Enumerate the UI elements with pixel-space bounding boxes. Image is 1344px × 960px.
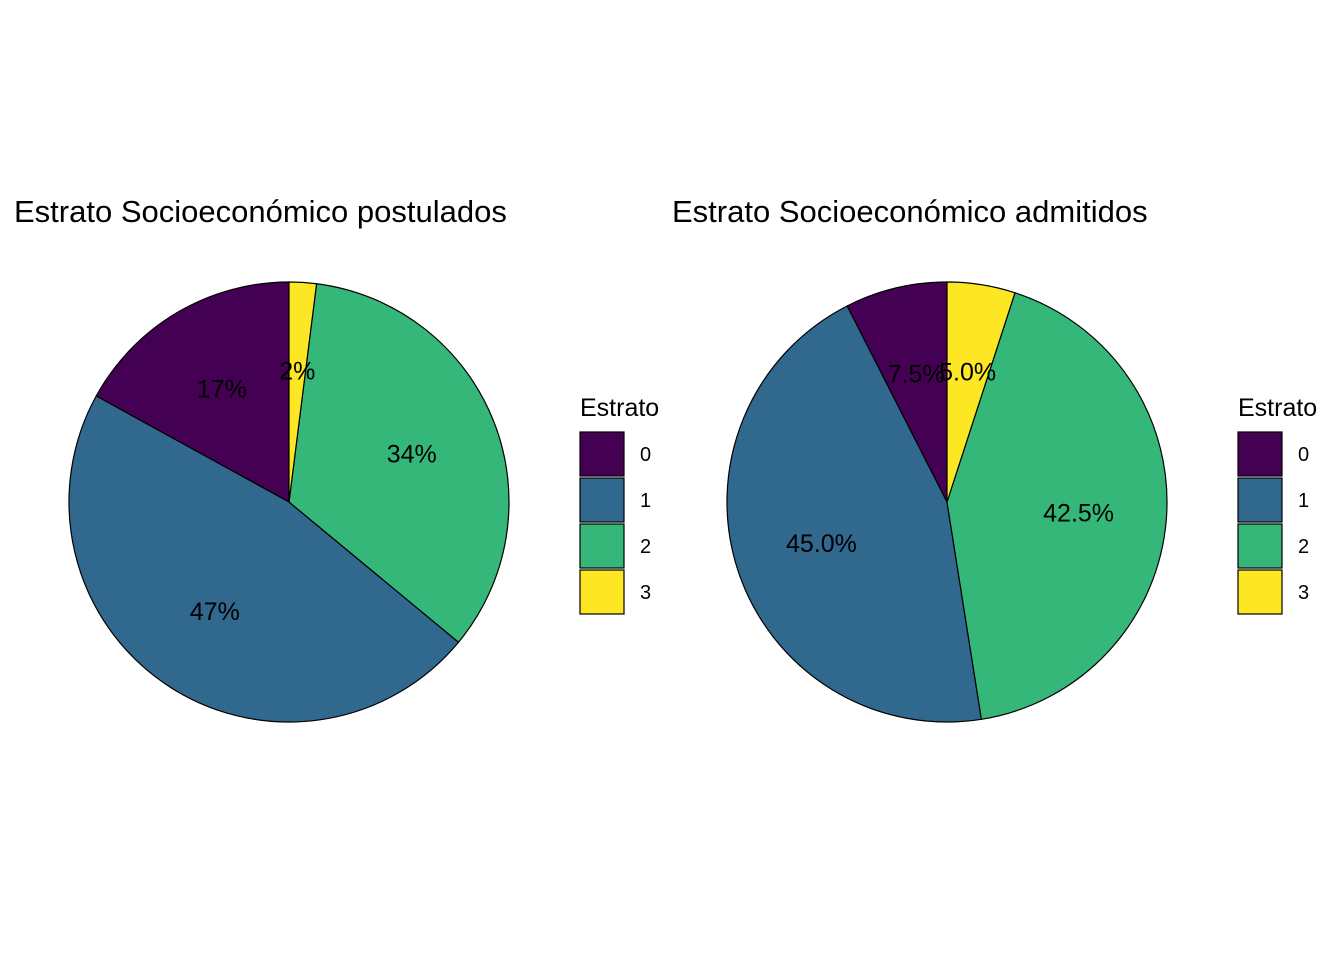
legend-label-estrato-2: 2 [1298, 536, 1309, 558]
pie-admitidos: 7.5% 45.0% 42.5% 5.0% [726, 281, 1168, 723]
pie-slice-estrato-3 [946, 281, 1016, 503]
legend-key-estrato-3 [1237, 569, 1283, 615]
legend-key-estrato-2 [579, 523, 625, 569]
slice-label-estrato-3: 5.0% [939, 359, 996, 387]
slice-label-estrato-2: 34% [387, 440, 437, 468]
slice-label-estrato-2: 42.5% [1043, 499, 1114, 527]
chart-admitidos: Estrato Socioeconómico admitidos 7.5% 45.… [672, 194, 1317, 723]
legend-admitidos: Estrato 0 1 2 3 [1237, 394, 1317, 615]
chart-title-postulados: Estrato Socioeconómico postulados [14, 194, 507, 229]
legend-key-estrato-3 [579, 569, 625, 615]
pie-slice-estrato-2 [288, 283, 510, 644]
slice-label-estrato-0: 17% [197, 375, 247, 403]
slice-label-estrato-0: 7.5% [888, 361, 945, 389]
legend-key-estrato-0 [579, 431, 625, 477]
chart-postulados: Estrato Socioeconómico postulados 17% 47%… [14, 194, 659, 723]
chart-title-admitidos: Estrato Socioeconómico admitidos [672, 194, 1148, 229]
pie-slice-estrato-2 [946, 292, 1168, 720]
pie-slice-estrato-1 [68, 395, 460, 723]
legend-label-estrato-2: 2 [640, 536, 651, 558]
legend-title-postulados: Estrato [580, 394, 659, 422]
legend-label-estrato-1: 1 [640, 490, 651, 512]
legend-key-estrato-2 [1237, 523, 1283, 569]
slice-label-estrato-3: 2% [279, 357, 315, 385]
pie-slice-estrato-0 [95, 281, 290, 504]
pie-postulados: 17% 47% 34% 2% [68, 281, 510, 723]
legend-title-admitidos: Estrato [1238, 394, 1317, 422]
legend-label-estrato-0: 0 [640, 444, 651, 466]
legend-label-estrato-3: 3 [1298, 582, 1309, 604]
legend-key-estrato-1 [579, 477, 625, 523]
legend-label-estrato-0: 0 [1298, 444, 1309, 466]
slice-label-estrato-1: 47% [190, 598, 240, 626]
pie-slice-estrato-0 [846, 281, 948, 503]
pie-slice-estrato-3 [288, 281, 318, 503]
slice-label-estrato-1: 45.0% [786, 530, 857, 558]
legend-key-estrato-0 [1237, 431, 1283, 477]
legend-key-estrato-1 [1237, 477, 1283, 523]
legend-label-estrato-3: 3 [640, 582, 651, 604]
legend-postulados: Estrato 0 1 2 3 [579, 394, 659, 615]
pie-slice-estrato-1 [726, 305, 983, 723]
legend-label-estrato-1: 1 [1298, 490, 1309, 512]
